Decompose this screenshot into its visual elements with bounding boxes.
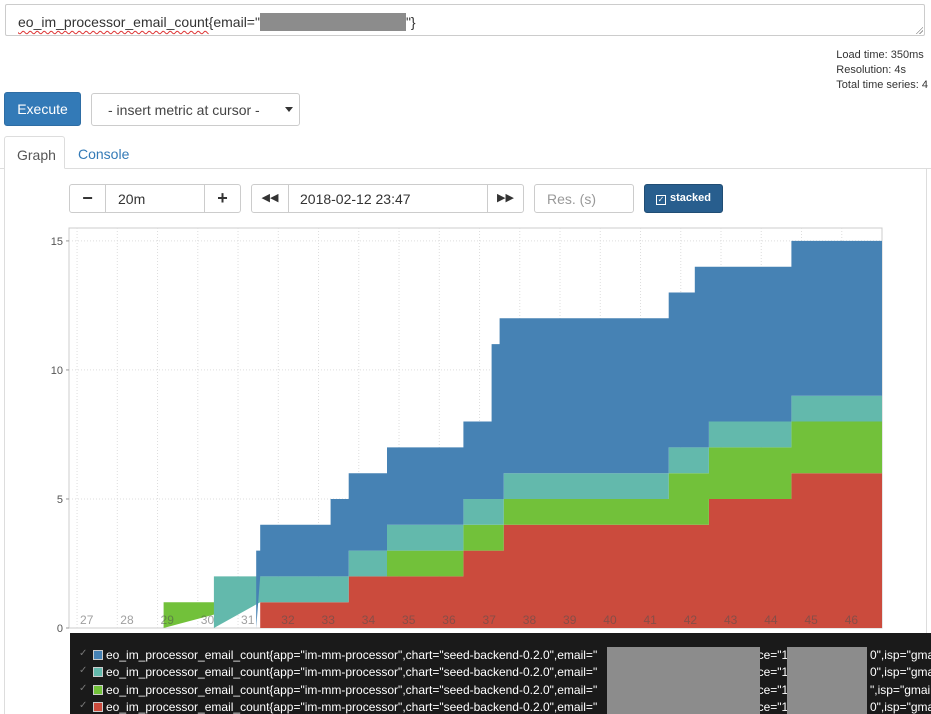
redacted-block [787,647,867,714]
range-increase-button[interactable]: + [204,184,241,213]
series-area-4 [256,240,882,628]
expression-close: "} [405,14,416,30]
checkbox-checked-icon: ✓ [656,195,666,205]
x-tick-label: 37 [483,613,497,627]
tab-graph[interactable]: Graph [4,136,65,169]
checkmark-icon: ✓ [79,648,88,659]
x-tick-label: 38 [523,613,537,627]
insert-metric-select[interactable]: - insert metric at cursor - [91,93,300,126]
series-area-2 [163,421,883,628]
y-tick-label: 0 [57,623,63,635]
expression-input[interactable]: eo_im_processor_email_count{email=" "} [5,4,925,36]
tab-console[interactable]: Console [78,146,130,162]
checkmark-icon: ✓ [79,682,88,694]
series-area-1 [260,473,882,628]
legend-label: eo_im_processor_email_count{app="im-mm-p… [106,699,598,714]
total-time-series: Total time series: 4 [836,79,928,91]
x-tick-label: 42 [684,613,698,627]
expression-open: {email=" [208,14,260,30]
x-tick-label: 35 [402,613,416,627]
end-time-back-button[interactable]: ◀◀ [251,184,289,213]
x-tick-label: 28 [120,613,134,627]
insert-metric-label: - insert metric at cursor - [108,102,260,118]
legend-label: eo_im_processor_email_count{app="im-mm-p… [106,665,598,680]
caret-down-icon [285,107,293,112]
legend-swatch [93,684,103,695]
x-tick-label: 33 [322,613,336,627]
range-input[interactable]: 20m [105,184,205,213]
resize-grip-icon[interactable] [915,26,923,34]
y-tick-label: 5 [57,494,63,506]
legend-swatch [93,701,103,712]
graph-panel [4,168,927,714]
resolution-input[interactable]: Res. (s) [534,184,634,213]
execute-button[interactable]: Execute [4,92,81,126]
legend-label-isp: 0",isp="gma [870,665,931,680]
resolution: Resolution: 4s [836,64,907,76]
legend-label: eo_im_processor_email_count{app="im-mm-p… [106,648,598,662]
redacted-block [259,13,406,31]
legend-swatch [93,650,103,660]
y-tick-label: 10 [51,365,63,377]
expression-text: eo_im_processor_email_count{email=" "} [18,13,416,31]
x-tick-label: 46 [845,613,859,627]
x-tick-label: 40 [603,613,617,627]
x-tick-label: 32 [281,613,295,627]
stacked-toggle-button[interactable]: ✓ stacked [644,184,723,213]
end-time-forward-button[interactable]: ▶▶ [487,184,524,213]
x-tick-label: 39 [563,613,577,627]
x-tick-label: 44 [764,613,778,627]
legend-swatch [93,667,103,678]
legend-label-isp: 0",isp="gma [870,699,931,714]
x-tick-label: 34 [362,613,376,627]
tab-bar: Graph Console [0,136,931,169]
range-decrease-button[interactable]: − [69,184,106,213]
legend: ✓ eo_im_processor_email_count{app="im-mm-… [70,633,931,714]
x-tick-label: 41 [644,613,658,627]
legend-label-isp: ",isp="gmail [870,682,931,697]
x-tick-label: 43 [724,613,738,627]
redacted-block [607,647,760,714]
checkmark-icon: ✓ [79,665,88,677]
axes: 27 28 29 30 31 32 33 34 35 36 37 38 39 40 41 42 43 44 45 46… [51,236,859,635]
legend-label: eo_im_processor_email_count{app="im-mm-p… [106,682,598,697]
checkmark-icon: ✓ [79,699,88,711]
series-area-3 [213,395,882,628]
load-time: Load time: 350ms [836,49,924,61]
x-tick-label: 36 [442,613,456,627]
x-tick-label: 31 [241,613,255,627]
y-tick-label: 15 [51,236,63,248]
query-stats: Load time: 350ms Resolution: 4s Total ti… [836,48,928,93]
series-areas [163,240,883,628]
x-tick-label: 45 [805,613,819,627]
expression-metric-name: eo_im_processor_email_count [18,14,209,30]
x-tick-label: 27 [80,613,94,627]
legend-label-isp: 0",isp="gma [870,648,931,662]
x-tick-label: 30 [201,613,215,627]
x-tick-label: 29 [161,613,175,627]
end-time-input[interactable]: 2018-02-12 23:47 [288,184,488,213]
stacked-label: stacked [670,192,711,204]
